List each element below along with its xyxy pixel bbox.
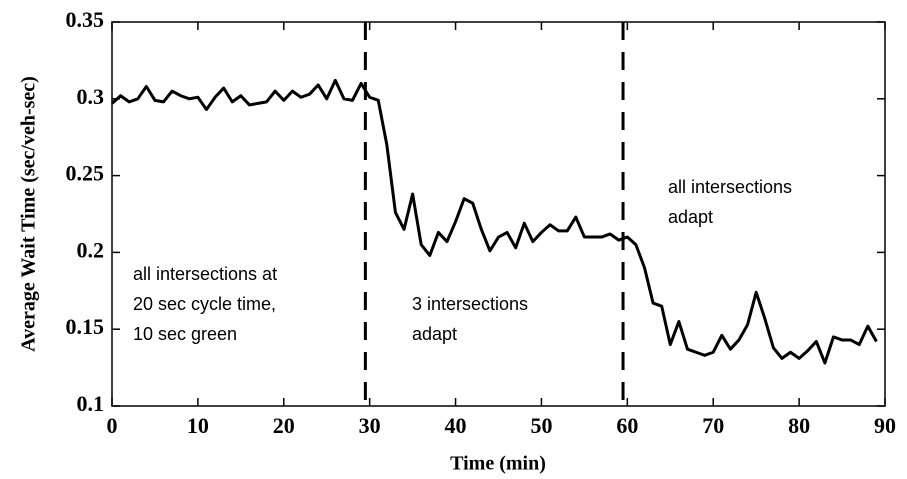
annotation: 10 sec green <box>133 324 237 344</box>
y-tick-label: 0.25 <box>66 161 105 186</box>
x-tick-label: 30 <box>359 413 381 438</box>
x-tick-label: 90 <box>874 413 896 438</box>
annotation: adapt <box>412 324 457 344</box>
annotation: 20 sec cycle time, <box>133 294 276 314</box>
y-tick-label: 0.35 <box>66 7 105 32</box>
x-tick-label: 0 <box>107 413 118 438</box>
annotation: 3 intersections <box>412 294 528 314</box>
annotation: all intersections <box>668 177 792 197</box>
x-tick-label: 10 <box>187 413 209 438</box>
y-tick-label: 0.1 <box>77 391 105 416</box>
y-tick-label: 0.2 <box>77 237 105 262</box>
plot-frame <box>111 21 886 407</box>
data-line <box>111 78 878 365</box>
x-tick-label: 80 <box>788 413 810 438</box>
annotation: adapt <box>668 207 713 227</box>
y-axis-label: Average Wait Time (sec/veh-sec) <box>18 76 40 352</box>
y-tick-label: 0.15 <box>66 314 105 339</box>
annotation: all intersections at <box>133 264 277 284</box>
x-tick-label: 60 <box>616 413 638 438</box>
x-tick-label: 70 <box>702 413 724 438</box>
y-tick-label: 0.3 <box>77 84 105 109</box>
x-axis-label: Time (min) <box>450 453 546 475</box>
x-tick-label: 20 <box>273 413 295 438</box>
x-tick-label: 40 <box>445 413 467 438</box>
x-tick-label: 50 <box>530 413 552 438</box>
